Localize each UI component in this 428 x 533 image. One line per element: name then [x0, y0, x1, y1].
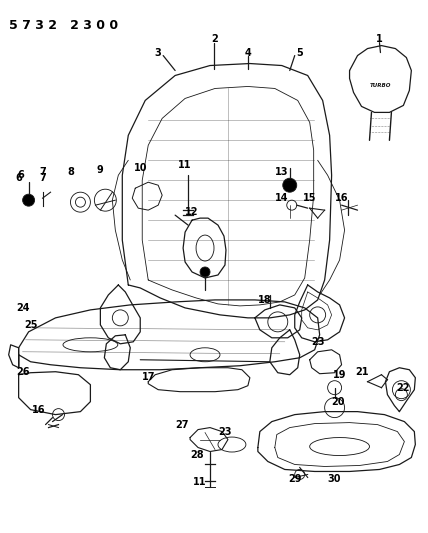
- Circle shape: [283, 178, 297, 192]
- Text: 22: 22: [397, 383, 410, 393]
- Text: 21: 21: [355, 367, 368, 377]
- Text: 10: 10: [134, 163, 147, 173]
- Text: 4: 4: [244, 47, 251, 58]
- Text: 14: 14: [275, 193, 288, 203]
- Text: 11: 11: [193, 478, 207, 488]
- Text: 24: 24: [16, 303, 30, 313]
- Text: 5: 5: [296, 47, 303, 58]
- Text: 12: 12: [185, 207, 199, 217]
- Text: 27: 27: [175, 419, 189, 430]
- Text: 17: 17: [142, 372, 155, 382]
- Text: 20: 20: [331, 397, 345, 407]
- Text: 28: 28: [190, 449, 204, 459]
- Text: 25: 25: [24, 320, 37, 330]
- Text: 6: 6: [17, 170, 24, 180]
- Text: 13: 13: [275, 167, 288, 177]
- Text: 18: 18: [258, 295, 272, 305]
- Text: 8: 8: [67, 167, 74, 177]
- Text: TURBO: TURBO: [370, 83, 391, 88]
- Circle shape: [200, 267, 210, 277]
- Text: 9: 9: [97, 165, 104, 175]
- Text: 23: 23: [311, 337, 324, 347]
- Circle shape: [23, 194, 35, 206]
- Text: 7: 7: [39, 173, 46, 183]
- Text: 29: 29: [288, 474, 301, 484]
- Text: 26: 26: [16, 367, 30, 377]
- Text: 1: 1: [376, 34, 383, 44]
- Text: 7: 7: [39, 167, 46, 177]
- Text: 5 7 3 2   2 3 0 0: 5 7 3 2 2 3 0 0: [9, 19, 118, 31]
- Text: 16: 16: [335, 193, 348, 203]
- Text: 6: 6: [15, 173, 22, 183]
- Text: 16: 16: [32, 405, 45, 415]
- Text: 23: 23: [218, 426, 232, 437]
- Text: 30: 30: [328, 474, 342, 484]
- Text: 3: 3: [155, 47, 161, 58]
- Text: 2: 2: [211, 34, 218, 44]
- Text: 11: 11: [178, 160, 192, 170]
- Text: 15: 15: [303, 193, 316, 203]
- Text: 19: 19: [333, 370, 346, 379]
